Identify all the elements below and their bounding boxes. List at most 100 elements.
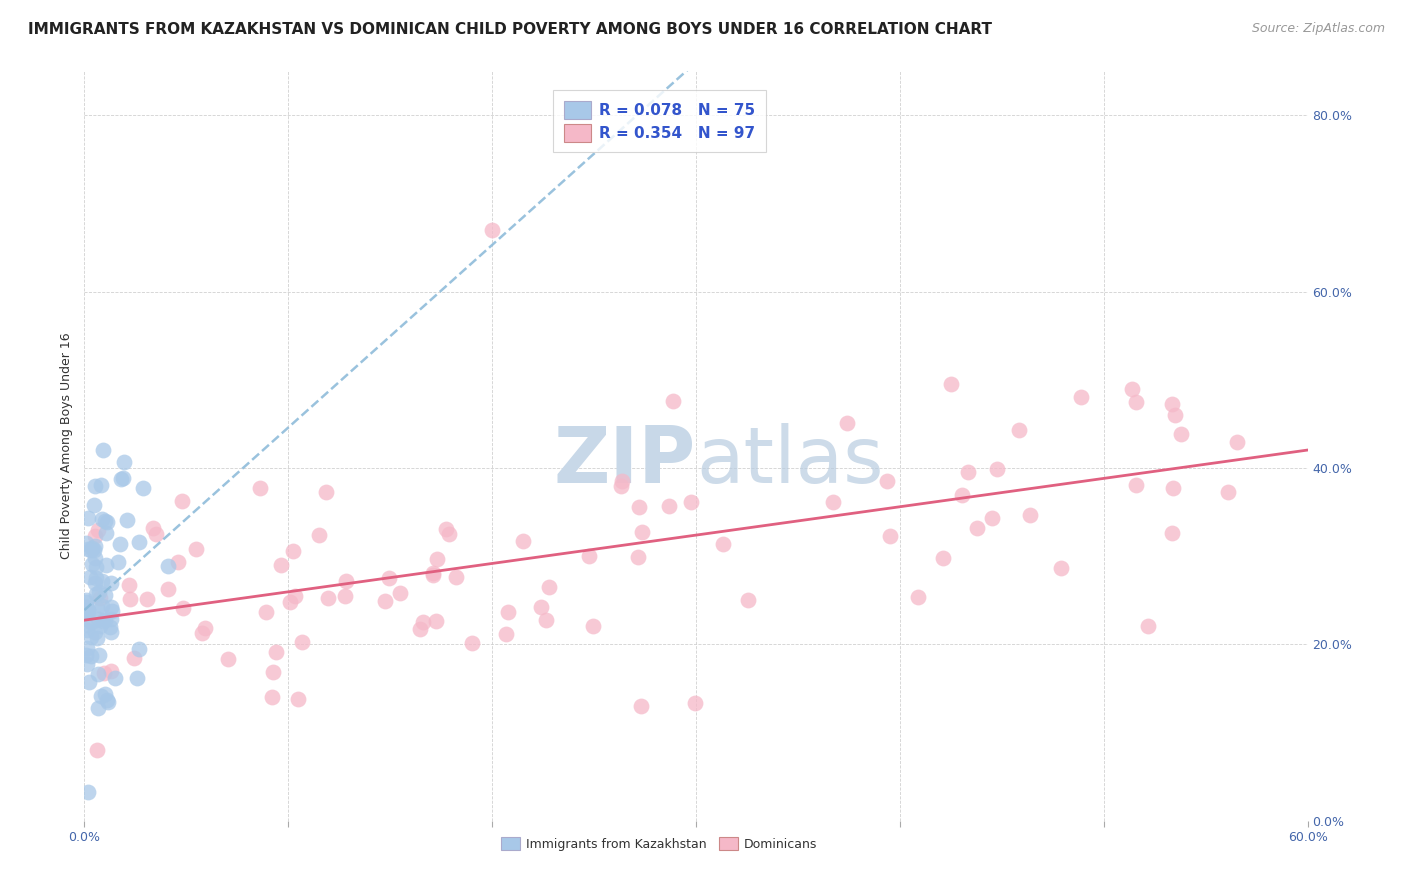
Point	[437, 527, 460, 541]
Point	[76, 604, 98, 618]
Point	[631, 525, 654, 540]
Point	[117, 513, 139, 527]
Point	[578, 549, 600, 564]
Point	[529, 600, 551, 615]
Point	[1216, 484, 1239, 499]
Point	[444, 570, 467, 584]
Point	[87, 667, 110, 681]
Point	[90, 689, 112, 703]
Text: atlas: atlas	[696, 423, 883, 499]
Point	[1008, 424, 1031, 438]
Point	[84, 586, 107, 600]
Point	[86, 631, 108, 645]
Point	[333, 590, 356, 604]
Point	[879, 529, 901, 543]
Point	[1163, 409, 1185, 423]
Point	[980, 510, 1002, 524]
Point	[75, 618, 97, 632]
Point	[100, 624, 122, 639]
Point	[100, 599, 122, 614]
Point	[77, 785, 100, 799]
Point	[1170, 427, 1192, 442]
Point	[264, 645, 287, 659]
Point	[1161, 481, 1184, 495]
Point	[270, 558, 292, 573]
Text: IMMIGRANTS FROM KAZAKHSTAN VS DOMINICAN CHILD POVERTY AMONG BOYS UNDER 16 CORREL: IMMIGRANTS FROM KAZAKHSTAN VS DOMINICAN …	[28, 22, 993, 37]
Point	[89, 585, 111, 599]
Point	[132, 481, 155, 495]
Point	[76, 603, 98, 617]
Point	[76, 542, 98, 557]
Point	[76, 604, 98, 618]
Point	[127, 671, 149, 685]
Point	[876, 474, 898, 488]
Point	[128, 642, 150, 657]
Point	[83, 478, 105, 492]
Point	[184, 541, 207, 556]
Point	[76, 641, 98, 656]
Point	[538, 580, 561, 594]
Point	[316, 591, 339, 606]
Point	[118, 578, 141, 592]
Point	[1019, 508, 1042, 523]
Point	[83, 529, 105, 543]
Point	[94, 514, 117, 528]
Point	[83, 539, 105, 553]
Point	[986, 462, 1008, 476]
Point	[84, 624, 107, 639]
Point	[658, 499, 681, 513]
Point	[281, 544, 304, 558]
Point	[315, 484, 337, 499]
Y-axis label: Child Poverty Among Boys Under 16: Child Poverty Among Boys Under 16	[60, 333, 73, 559]
Point	[374, 594, 396, 608]
Point	[512, 533, 534, 548]
Point	[90, 512, 112, 526]
Point	[389, 586, 412, 600]
Point	[278, 595, 301, 609]
Point	[630, 699, 652, 714]
Point	[94, 687, 117, 701]
Point	[610, 474, 633, 488]
Point	[80, 631, 103, 645]
Point	[481, 223, 503, 237]
Point	[254, 605, 277, 619]
Point	[157, 582, 180, 596]
Point	[108, 537, 131, 551]
Point	[835, 416, 858, 430]
Point	[534, 613, 557, 627]
Point	[77, 674, 100, 689]
Point	[907, 590, 929, 604]
Point	[89, 591, 111, 606]
Point	[80, 557, 103, 571]
Point	[950, 487, 973, 501]
Point	[75, 599, 97, 614]
Point	[75, 535, 97, 549]
Point	[287, 692, 309, 706]
Point	[1125, 395, 1147, 409]
Point	[101, 604, 124, 618]
Point	[136, 592, 159, 607]
Point	[378, 571, 401, 585]
Point	[291, 635, 314, 649]
Point	[461, 636, 484, 650]
Point	[79, 570, 101, 584]
Point	[1225, 435, 1247, 450]
Point	[75, 592, 97, 607]
Point	[711, 537, 734, 551]
Point	[89, 619, 111, 633]
Point	[79, 649, 101, 664]
Point	[193, 621, 215, 635]
Point	[77, 511, 100, 525]
Point	[412, 615, 434, 629]
Point	[86, 743, 108, 757]
Point	[679, 494, 702, 508]
Point	[1121, 382, 1143, 396]
Point	[496, 605, 519, 619]
Point	[966, 521, 988, 535]
Point	[1125, 478, 1147, 492]
Point	[249, 482, 271, 496]
Point	[422, 567, 444, 582]
Point	[128, 535, 150, 549]
Point	[145, 526, 167, 541]
Point	[1050, 560, 1073, 574]
